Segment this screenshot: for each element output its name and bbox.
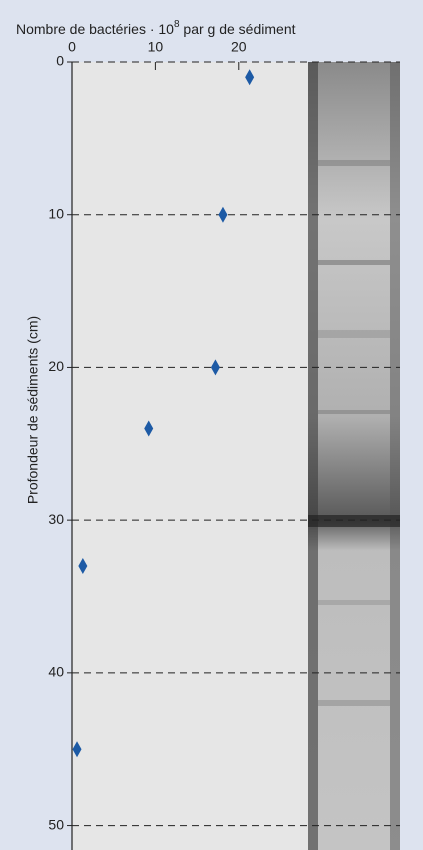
y-tick-label: 50 xyxy=(48,816,64,832)
plot-area xyxy=(72,62,308,850)
data-point xyxy=(210,359,220,376)
data-point xyxy=(78,557,88,574)
sediment-core-image xyxy=(308,62,400,850)
x-tick-label: 10 xyxy=(148,39,164,55)
data-point xyxy=(245,69,255,86)
y-tick-label: 20 xyxy=(48,358,64,374)
data-point xyxy=(144,420,154,437)
y-axis-label: Profondeur de sédiments (cm) xyxy=(25,316,41,504)
y-tick-label: 30 xyxy=(48,511,64,527)
x-tick-label: 0 xyxy=(68,39,76,55)
x-tick-label: 20 xyxy=(231,39,247,55)
chart-title: Nombre de bactéries · 108 par g de sédim… xyxy=(16,19,296,37)
data-point xyxy=(218,206,228,223)
y-tick-label: 0 xyxy=(56,53,64,69)
y-tick-label: 40 xyxy=(48,664,64,680)
y-tick-label: 10 xyxy=(48,205,64,221)
data-point xyxy=(72,741,82,758)
